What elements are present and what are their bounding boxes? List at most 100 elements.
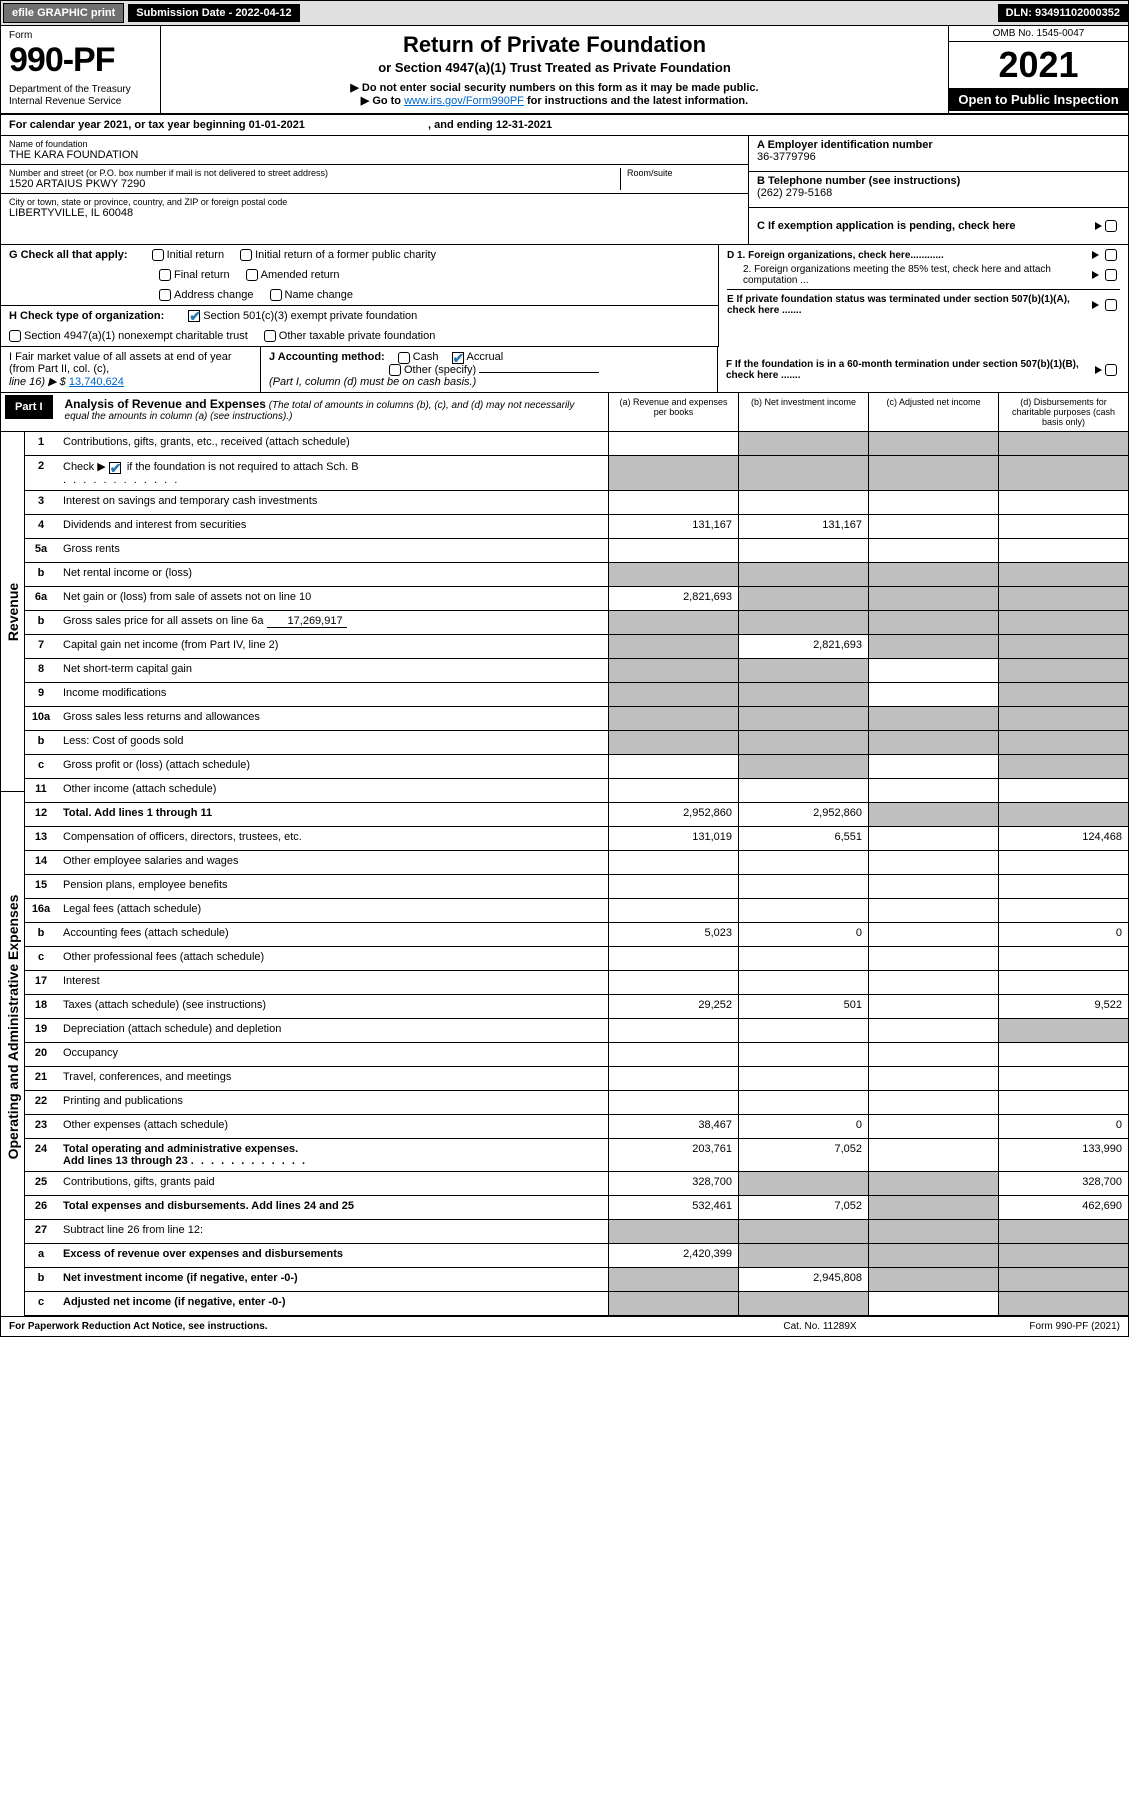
g-address-checkbox[interactable] xyxy=(159,289,171,301)
table-row: 3Interest on savings and temporary cash … xyxy=(25,491,1128,515)
col-b-header: (b) Net investment income xyxy=(738,393,868,431)
address: 1520 ARTAIUS PKWY 7290 xyxy=(9,178,620,190)
table-row: 4Dividends and interest from securities1… xyxy=(25,515,1128,539)
table-row: 1Contributions, gifts, grants, etc., rec… xyxy=(25,432,1128,456)
part1-table: Revenue Operating and Administrative Exp… xyxy=(1,432,1128,1315)
table-row: 14Other employee salaries and wages xyxy=(25,851,1128,875)
foundation-name: THE KARA FOUNDATION xyxy=(9,149,740,161)
g-name-checkbox[interactable] xyxy=(270,289,282,301)
section-g-d: G Check all that apply: Initial return I… xyxy=(1,245,1128,347)
calendar-year-row: For calendar year 2021, or tax year begi… xyxy=(1,115,1128,136)
note-goto-pre: ▶ Go to xyxy=(361,95,404,107)
table-row: 21Travel, conferences, and meetings xyxy=(25,1067,1128,1091)
table-row: bNet rental income or (loss) xyxy=(25,563,1128,587)
dept-label: Department of the Treasury Internal Reve… xyxy=(9,84,152,108)
form-title: Return of Private Foundation xyxy=(173,32,936,58)
address-label: Number and street (or P.O. box number if… xyxy=(9,168,620,178)
h-lead: H Check type of organization: xyxy=(9,310,164,322)
foundation-name-label: Name of foundation xyxy=(9,139,740,149)
fmv-link[interactable]: 13,740,624 xyxy=(69,376,124,388)
col-d-header: (d) Disbursements for charitable purpose… xyxy=(998,393,1128,431)
exemption-pending-label: C If exemption application is pending, c… xyxy=(757,220,1095,232)
h-4947-checkbox[interactable] xyxy=(9,330,21,342)
g-amended-checkbox[interactable] xyxy=(246,269,258,281)
table-row: bGross sales price for all assets on lin… xyxy=(25,611,1128,635)
g-initial-checkbox[interactable] xyxy=(152,249,164,261)
table-row: 27Subtract line 26 from line 12: xyxy=(25,1220,1128,1244)
col-c-header: (c) Adjusted net income xyxy=(868,393,998,431)
e-checkbox[interactable] xyxy=(1105,299,1117,311)
j-note: (Part I, column (d) must be on cash basi… xyxy=(269,376,476,388)
room-label: Room/suite xyxy=(627,168,740,178)
table-row: 16aLegal fees (attach schedule) xyxy=(25,899,1128,923)
table-row: 12Total. Add lines 1 through 112,952,860… xyxy=(25,803,1128,827)
open-inspection: Open to Public Inspection xyxy=(949,88,1128,111)
d2-checkbox[interactable] xyxy=(1105,269,1117,281)
row-i-j-f: I Fair market value of all assets at end… xyxy=(1,347,1128,393)
note-ssn: ▶ Do not enter social security numbers o… xyxy=(173,81,936,94)
arrow-icon xyxy=(1095,366,1102,374)
form-word: Form xyxy=(9,30,152,41)
form-subtitle: or Section 4947(a)(1) Trust Treated as P… xyxy=(173,60,936,75)
schb-checkbox[interactable] xyxy=(109,462,121,474)
table-row: 24Total operating and administrative exp… xyxy=(25,1139,1128,1172)
table-row: 13Compensation of officers, directors, t… xyxy=(25,827,1128,851)
instructions-link[interactable]: www.irs.gov/Form990PF xyxy=(404,95,524,107)
table-row: cAdjusted net income (if negative, enter… xyxy=(25,1292,1128,1316)
arrow-icon xyxy=(1092,301,1099,309)
identity-block: Name of foundation THE KARA FOUNDATION N… xyxy=(1,136,1128,245)
table-row: 17Interest xyxy=(25,971,1128,995)
part1-header: Part I Analysis of Revenue and Expenses … xyxy=(1,393,1128,432)
g-final-checkbox[interactable] xyxy=(159,269,171,281)
f-label: F If the foundation is in a 60-month ter… xyxy=(726,359,1079,381)
d1-label: D 1. Foreign organizations, check here..… xyxy=(727,250,944,261)
top-bar: efile GRAPHIC print Submission Date - 20… xyxy=(1,1,1128,26)
d2-label: 2. Foreign organizations meeting the 85%… xyxy=(727,264,1086,286)
ein: 36-3779796 xyxy=(757,151,1120,163)
omb-number: OMB No. 1545-0047 xyxy=(949,26,1128,42)
form-header: Form 990-PF Department of the Treasury I… xyxy=(1,26,1128,115)
f-checkbox[interactable] xyxy=(1105,364,1117,376)
arrow-icon xyxy=(1092,251,1099,259)
table-row: 15Pension plans, employee benefits xyxy=(25,875,1128,899)
arrow-icon xyxy=(1092,271,1099,279)
col-a-header: (a) Revenue and expenses per books xyxy=(608,393,738,431)
table-row: 22Printing and publications xyxy=(25,1091,1128,1115)
table-row: cOther professional fees (attach schedul… xyxy=(25,947,1128,971)
j-accrual-checkbox[interactable] xyxy=(452,352,464,364)
table-row: 8Net short-term capital gain xyxy=(25,659,1128,683)
table-row: bNet investment income (if negative, ent… xyxy=(25,1268,1128,1292)
city: LIBERTYVILLE, IL 60048 xyxy=(9,207,740,219)
g-initial-former-checkbox[interactable] xyxy=(240,249,252,261)
note-goto-post: for instructions and the latest informat… xyxy=(524,95,748,107)
h-501c3-checkbox[interactable] xyxy=(188,310,200,322)
table-row: 18Taxes (attach schedule) (see instructi… xyxy=(25,995,1128,1019)
form-number: 990-PF xyxy=(9,41,152,80)
table-row: 7Capital gain net income (from Part IV, … xyxy=(25,635,1128,659)
table-row: 25Contributions, gifts, grants paid328,7… xyxy=(25,1172,1128,1196)
table-row: 2Check ▶ if the foundation is not requir… xyxy=(25,456,1128,490)
expenses-side-label: Operating and Administrative Expenses xyxy=(5,895,21,1160)
table-row: bLess: Cost of goods sold xyxy=(25,731,1128,755)
part1-title: Analysis of Revenue and Expenses xyxy=(65,397,266,411)
footer-cat: Cat. No. 11289X xyxy=(720,1321,920,1332)
j-cash-checkbox[interactable] xyxy=(398,352,410,364)
table-row: 26Total expenses and disbursements. Add … xyxy=(25,1196,1128,1220)
table-row: 6aNet gain or (loss) from sale of assets… xyxy=(25,587,1128,611)
exemption-checkbox[interactable] xyxy=(1105,220,1117,232)
d1-checkbox[interactable] xyxy=(1105,249,1117,261)
j-other-checkbox[interactable] xyxy=(389,364,401,376)
table-row: 5aGross rents xyxy=(25,539,1128,563)
phone-label: B Telephone number (see instructions) xyxy=(757,175,1120,187)
h-other-checkbox[interactable] xyxy=(264,330,276,342)
submission-date: Submission Date - 2022-04-12 xyxy=(128,4,299,22)
revenue-side-label: Revenue xyxy=(5,583,21,641)
table-row: 11Other income (attach schedule) xyxy=(25,779,1128,803)
j-lead: J Accounting method: xyxy=(269,351,385,363)
dln: DLN: 93491102000352 xyxy=(998,4,1128,22)
tax-year: 2021 xyxy=(949,42,1128,88)
city-label: City or town, state or province, country… xyxy=(9,197,740,207)
efile-button[interactable]: efile GRAPHIC print xyxy=(3,3,124,23)
arrow-icon xyxy=(1095,222,1102,230)
ein-label: A Employer identification number xyxy=(757,139,1120,151)
